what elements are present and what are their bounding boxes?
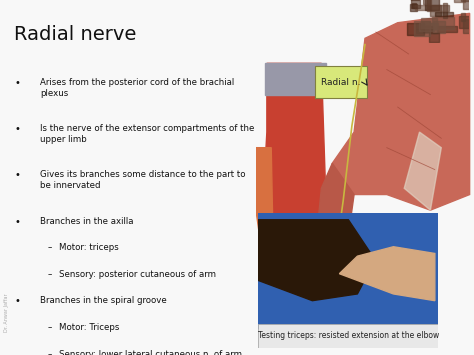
Polygon shape: [317, 163, 354, 251]
Text: Branches in the axilla: Branches in the axilla: [40, 217, 134, 225]
Bar: [466, 19, 474, 28]
Bar: [436, 0, 450, 6]
Bar: [439, 0, 454, 8]
Text: Sensory: lower lateral cutaneous n. of arm
and posterior cutaneous n. of forearm: Sensory: lower lateral cutaneous n. of a…: [59, 350, 242, 355]
Bar: [412, 37, 430, 40]
Polygon shape: [404, 132, 441, 210]
Bar: [458, 16, 462, 18]
Bar: [448, 27, 468, 36]
Bar: [436, 19, 451, 28]
Bar: [409, 6, 414, 15]
Text: –: –: [47, 323, 52, 332]
Bar: [457, 21, 472, 35]
Polygon shape: [332, 13, 470, 210]
Text: •: •: [14, 124, 20, 134]
Bar: [431, 0, 450, 9]
Text: •: •: [14, 217, 20, 226]
Text: Branches in the spiral groove: Branches in the spiral groove: [40, 296, 167, 305]
Bar: [431, 0, 453, 12]
Text: •: •: [14, 78, 20, 88]
Text: Radial n.: Radial n.: [321, 78, 361, 87]
Bar: [421, 13, 438, 22]
Bar: [448, 5, 461, 13]
Text: Motor: triceps: Motor: triceps: [59, 243, 119, 252]
Text: Testing triceps: resisted extension at the elbow: Testing triceps: resisted extension at t…: [258, 331, 439, 340]
Text: Gives its branches some distance to the part to
be innervated: Gives its branches some distance to the …: [40, 170, 246, 191]
Bar: [258, 213, 438, 328]
Bar: [463, 28, 474, 37]
Bar: [435, 1, 439, 9]
Polygon shape: [263, 63, 326, 273]
Text: Dr. Anwar Jaffar: Dr. Anwar Jaffar: [4, 293, 9, 332]
Text: •: •: [14, 296, 20, 306]
Bar: [416, 3, 426, 18]
Bar: [450, 0, 458, 1]
Polygon shape: [264, 63, 326, 94]
Bar: [432, 10, 443, 24]
Bar: [440, 16, 452, 29]
Text: Is the nerve of the extensor compartments of the
upper limb: Is the nerve of the extensor compartment…: [40, 124, 255, 144]
Bar: [428, 31, 442, 37]
FancyBboxPatch shape: [315, 66, 367, 98]
Bar: [422, 0, 430, 3]
Text: –: –: [47, 350, 52, 355]
Polygon shape: [256, 148, 273, 257]
Text: –: –: [47, 243, 52, 252]
Text: Motor: Triceps: Motor: Triceps: [59, 323, 119, 332]
Text: Sensory: posterior cutaneous of arm: Sensory: posterior cutaneous of arm: [59, 270, 216, 279]
Bar: [466, 21, 474, 23]
Bar: [423, 21, 439, 30]
FancyBboxPatch shape: [258, 324, 438, 348]
Text: –: –: [47, 270, 52, 279]
Text: Radial nerve: Radial nerve: [14, 25, 137, 44]
Text: Arises from the posterior cord of the brachial
plexus: Arises from the posterior cord of the br…: [40, 78, 235, 98]
Polygon shape: [267, 263, 321, 313]
Bar: [433, 30, 438, 36]
Text: •: •: [14, 170, 20, 180]
Polygon shape: [258, 220, 375, 301]
Polygon shape: [339, 247, 435, 301]
Bar: [455, 1, 474, 7]
Bar: [454, 4, 467, 13]
Bar: [434, 35, 453, 39]
Bar: [459, 0, 474, 4]
Bar: [456, 0, 474, 7]
